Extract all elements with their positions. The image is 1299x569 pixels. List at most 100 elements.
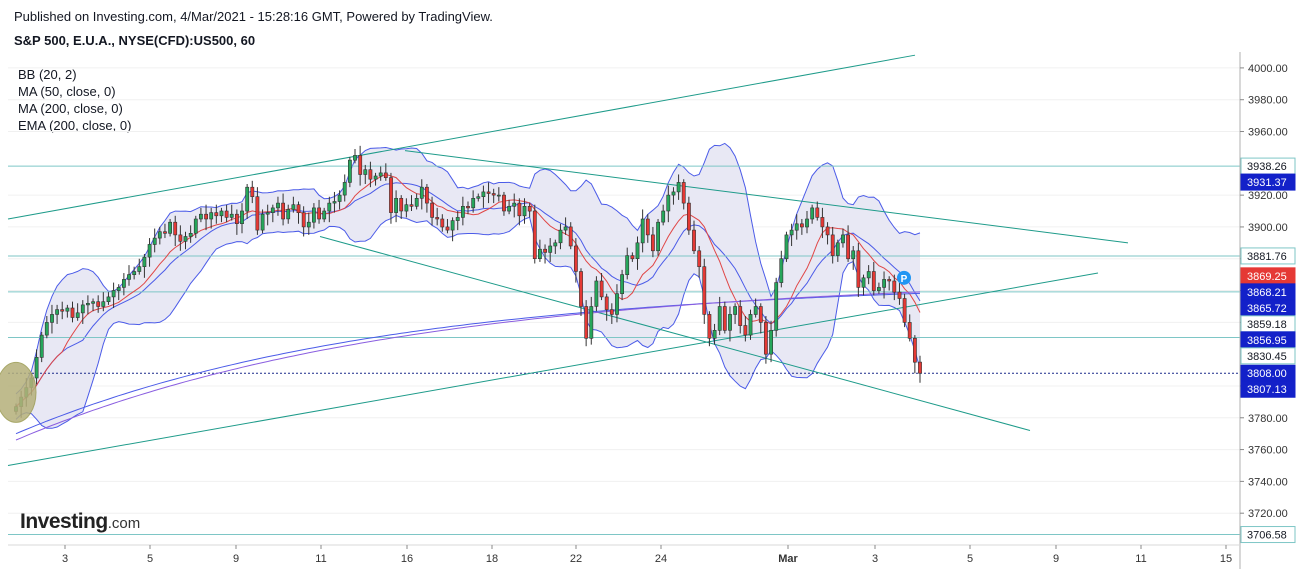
candle-body xyxy=(270,207,275,213)
candle-body xyxy=(707,314,712,339)
candle-body xyxy=(347,159,352,183)
candle-body xyxy=(373,175,378,180)
candle-body xyxy=(851,250,856,260)
candle-body xyxy=(224,210,229,218)
candle-body xyxy=(650,234,655,252)
candle-body xyxy=(635,242,640,260)
trendlines xyxy=(7,54,1129,466)
candle-body xyxy=(419,186,424,199)
candle-body xyxy=(342,182,347,196)
candle-body xyxy=(101,301,106,307)
time-tick-label: 18 xyxy=(486,553,498,565)
candle-body xyxy=(507,206,512,212)
candle-body xyxy=(86,302,90,306)
price-tick-label: 3760.00 xyxy=(1248,445,1288,457)
candle-body xyxy=(594,280,599,307)
price-tick-label: 3740.00 xyxy=(1248,476,1288,488)
candle-body xyxy=(281,202,286,220)
candle-body xyxy=(589,306,594,339)
indicator-ma200[interactable]: MA (200, close, 0) xyxy=(18,101,123,116)
candle-body xyxy=(460,206,465,218)
candle-body xyxy=(235,213,239,224)
price-label: 3868.21 xyxy=(1247,287,1287,299)
candle-body xyxy=(55,309,60,315)
candle-body xyxy=(517,202,522,217)
candle-body xyxy=(871,271,876,291)
candle-body xyxy=(656,221,661,252)
bollinger-upper xyxy=(15,142,921,395)
candle-body xyxy=(327,202,332,212)
price-label: 3807.13 xyxy=(1247,384,1287,396)
candle-body xyxy=(686,202,691,231)
price-label: 3938.26 xyxy=(1247,161,1287,173)
time-tick-label: 9 xyxy=(1053,553,1059,565)
candle-body xyxy=(260,213,265,231)
candle-body xyxy=(240,210,244,224)
candle-body xyxy=(609,309,614,315)
candle-body xyxy=(265,212,270,215)
indicator-bb[interactable]: BB (20, 2) xyxy=(18,67,77,82)
indicator-ma50[interactable]: MA (50, close, 0) xyxy=(18,84,116,99)
publish-info: Published on Investing.com, 4/Mar/2021 -… xyxy=(14,9,493,24)
candle-body xyxy=(630,255,635,260)
price-label: 3881.76 xyxy=(1247,251,1287,263)
price-label-box xyxy=(1240,173,1296,191)
price-label: 3706.58 xyxy=(1247,530,1287,542)
candle-body xyxy=(830,234,835,256)
price-tick-label: 3720.00 xyxy=(1248,508,1288,520)
time-tick-label: 22 xyxy=(570,553,582,565)
candle-body xyxy=(640,218,645,244)
candle-body xyxy=(825,226,830,236)
price-tick-label: 3900.00 xyxy=(1248,222,1288,234)
time-tick-label: 5 xyxy=(967,553,973,565)
trendline xyxy=(404,150,1129,244)
candle-body xyxy=(157,231,162,239)
candle-body xyxy=(44,322,49,336)
time-tick-label: 15 xyxy=(1220,553,1232,565)
candle-body xyxy=(178,234,183,242)
candle-body xyxy=(558,229,563,244)
candle-body xyxy=(471,198,476,209)
candle-body xyxy=(882,279,887,288)
candle-body xyxy=(70,307,75,318)
price-axis[interactable]: 4000.003980.003960.003920.003900.003880.… xyxy=(1239,52,1296,569)
time-axis[interactable]: 3 5 9 11 16 18 22 24 Mar 3 5 9 11 15 xyxy=(8,544,1240,565)
trendline xyxy=(319,235,1031,431)
candle-body xyxy=(50,314,54,323)
candle-body xyxy=(645,218,650,236)
candle-body xyxy=(620,274,625,295)
price-label-box xyxy=(1240,380,1296,398)
candle-body xyxy=(522,206,527,217)
symbol-title: S&P 500, E.U.A., NYSE(CFD):US500, 60 xyxy=(14,33,256,48)
candle-body xyxy=(722,306,727,331)
candle-body xyxy=(296,204,301,213)
chart-decorations: P xyxy=(0,270,911,423)
time-tick-label: 3 xyxy=(62,553,68,565)
candle-body xyxy=(681,182,686,204)
candle-body xyxy=(116,287,121,291)
candle-body xyxy=(758,306,763,323)
candle-body xyxy=(414,198,419,207)
price-tick-label: 3960.00 xyxy=(1248,127,1288,139)
price-tick-label: 4000.00 xyxy=(1248,63,1288,75)
candle-body xyxy=(712,329,717,339)
candle-body xyxy=(229,213,234,218)
candle-body xyxy=(769,329,774,355)
candle-body xyxy=(573,245,578,272)
indicator-ema200[interactable]: EMA (200, close, 0) xyxy=(18,118,132,133)
candle-body xyxy=(512,202,517,207)
candle-body xyxy=(692,229,696,252)
candle-body xyxy=(137,266,142,272)
candle-body xyxy=(435,217,440,220)
candle-body xyxy=(183,236,188,242)
price-label: 3856.95 xyxy=(1247,335,1287,347)
price-label-box xyxy=(1240,347,1296,365)
candle-body xyxy=(168,221,173,234)
time-tick-label: 11 xyxy=(315,553,326,565)
investing-logo: Investing.com xyxy=(20,510,140,534)
annotation-blob xyxy=(0,361,37,423)
candle-body xyxy=(748,314,753,336)
candle-body xyxy=(311,207,316,223)
candle-body xyxy=(753,306,758,315)
